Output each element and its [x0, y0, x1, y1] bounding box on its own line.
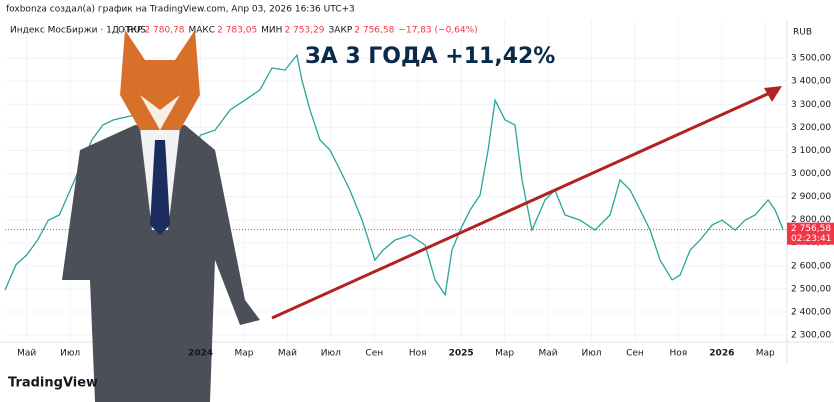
chart-title: ЗА 3 ГОДА +11,42% — [305, 44, 555, 69]
y-tick-label: 3 000,00 — [791, 169, 831, 179]
last-price-label: 2 756,58 — [791, 224, 831, 234]
y-tick-label: 2 500,00 — [791, 284, 831, 294]
symbol: Индекс МосБиржи · 1Д · RUS — [10, 26, 146, 36]
quote-value: 2 753,29 — [284, 26, 324, 36]
x-tick-label: Мар — [756, 349, 775, 359]
suit — [62, 125, 260, 402]
y-tick-label: 3 400,00 — [791, 77, 831, 87]
y-tick-label: 3 100,00 — [791, 146, 831, 156]
x-tick-label: Май — [278, 349, 297, 359]
x-tick-label: Мар — [234, 349, 253, 359]
y-tick-label: 2 400,00 — [791, 307, 831, 317]
x-tick-label: 2026 — [709, 349, 734, 359]
quote-value: 2 780,78 — [144, 26, 184, 36]
x-tick-label: Май — [538, 349, 557, 359]
x-tick-label: Июл — [60, 349, 80, 359]
trend-arrow — [271, 90, 773, 320]
quote-label: МАКС — [188, 26, 215, 36]
x-tick-label: 2024 — [188, 349, 213, 359]
quote-label: МИН — [261, 26, 282, 36]
y-tick-label: 3 500,00 — [791, 54, 831, 64]
quote-label: ЗАКР — [329, 26, 353, 36]
x-tick-label: Сен — [365, 349, 383, 359]
quote: ОТКР 2 780,78 МАКС 2 783,05 МИН 2 753,29 ЗАКР 2… — [118, 26, 478, 36]
arrow-head — [764, 86, 782, 102]
x-tick-label: Май — [17, 349, 36, 359]
x-tick-label: Июл — [581, 349, 601, 359]
tie — [150, 140, 170, 235]
fox-muzzle — [140, 95, 180, 130]
last-price-badge — [787, 222, 834, 245]
presenter-figure — [62, 30, 260, 402]
y-tick-label: 2 300,00 — [791, 331, 831, 341]
fox-head — [120, 30, 200, 130]
quote-label: ОТКР — [118, 26, 143, 36]
currency: RUB — [793, 28, 812, 38]
x-tick-label: Мар — [495, 349, 514, 359]
x-tick-label: Июл — [321, 349, 341, 359]
y-tick-label: 2 800,00 — [791, 215, 831, 225]
logo: TradingView — [8, 376, 98, 391]
quote-value: 2 756,58 — [354, 26, 394, 36]
countdown: 02:23:41 — [791, 234, 831, 244]
y-tick-label: 3 200,00 — [791, 123, 831, 133]
y-tick-label: 3 300,00 — [791, 100, 831, 110]
y-tick-label: 2 900,00 — [791, 192, 831, 202]
x-tick-label: Ноя — [409, 349, 427, 359]
quote-value: 2 783,05 — [217, 26, 257, 36]
quote-change: −17,83 (−0,64%) — [398, 26, 477, 36]
x-tick-label: Ноя — [670, 349, 688, 359]
x-tick-label: 2025 — [449, 349, 474, 359]
x-tick-label: Сен — [626, 349, 644, 359]
credit: foxbonza создал(а) график на TradingView… — [6, 5, 355, 15]
y-tick-label: 2 600,00 — [791, 261, 831, 271]
